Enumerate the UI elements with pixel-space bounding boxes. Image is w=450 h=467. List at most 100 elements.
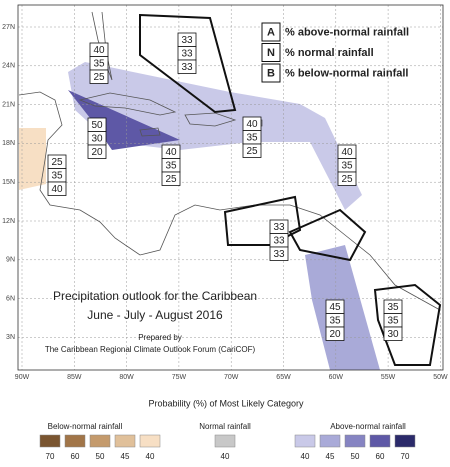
lat-label: 27N bbox=[2, 24, 15, 31]
legend-level: 40 bbox=[221, 452, 230, 461]
lat-label: 6N bbox=[6, 295, 15, 302]
lon-label: 85W bbox=[67, 374, 82, 381]
prob-value: 50 bbox=[91, 120, 103, 131]
lon-label: 65W bbox=[276, 374, 291, 381]
key-box bbox=[261, 22, 281, 42]
legend-swatch bbox=[114, 434, 136, 448]
legend-swatch bbox=[394, 434, 416, 448]
credit: Prepared by bbox=[138, 333, 182, 342]
legend-group-name: Above-normal rainfall bbox=[330, 422, 406, 431]
legend-swatch bbox=[319, 434, 341, 448]
lon-label: 55W bbox=[381, 374, 396, 381]
key-text: % above-normal rainfall bbox=[285, 26, 409, 38]
coastline bbox=[184, 112, 237, 127]
lat-label: 3N bbox=[6, 334, 15, 341]
prob-cell bbox=[325, 326, 345, 341]
coastline bbox=[139, 127, 161, 137]
lat-label: 12N bbox=[2, 218, 15, 225]
legend-swatch bbox=[64, 434, 86, 448]
legend-level: 60 bbox=[376, 452, 385, 461]
legend-swatch bbox=[139, 434, 161, 448]
legend-level: 60 bbox=[71, 452, 80, 461]
prob-value: 33 bbox=[273, 249, 285, 260]
legend-swatch bbox=[39, 434, 61, 448]
map-frame bbox=[17, 4, 444, 371]
lat-label: 15N bbox=[2, 179, 15, 186]
coastlines bbox=[18, 11, 441, 311]
key-box bbox=[261, 43, 281, 62]
key-text: % normal rainfall bbox=[285, 47, 374, 59]
lon-label: 60W bbox=[329, 374, 344, 381]
legend-level: 45 bbox=[326, 452, 335, 461]
prob-value: 30 bbox=[91, 134, 103, 145]
lat-label: 24N bbox=[2, 63, 15, 70]
prob-cell bbox=[161, 171, 181, 186]
legend-level: 45 bbox=[121, 452, 130, 461]
prob-value: 25 bbox=[165, 174, 177, 185]
prob-value: 35 bbox=[329, 316, 341, 327]
coastline bbox=[78, 92, 177, 116]
key-letter: A bbox=[267, 26, 275, 38]
legend-level: 40 bbox=[146, 452, 155, 461]
prob-value: 40 bbox=[341, 147, 353, 158]
legend-level: 40 bbox=[301, 452, 310, 461]
prob-cell bbox=[89, 69, 109, 84]
prob-value: 33 bbox=[181, 35, 193, 46]
prob-value: 33 bbox=[273, 236, 285, 247]
prob-value: 40 bbox=[165, 147, 177, 158]
legend-level: 70 bbox=[401, 452, 410, 461]
legend-swatch bbox=[89, 434, 111, 448]
prob-cell bbox=[87, 144, 107, 159]
map-title: Precipitation outlook for the Caribbean bbox=[53, 289, 257, 303]
prob-cell bbox=[242, 143, 262, 158]
map-subtitle: June - July - August 2016 bbox=[87, 308, 223, 322]
key-box bbox=[261, 63, 281, 83]
credit: The Caribbean Regional Climate Outlook F… bbox=[45, 345, 256, 354]
region-outline bbox=[139, 13, 237, 114]
legend-swatch bbox=[344, 434, 366, 448]
prob-value: 25 bbox=[341, 174, 353, 185]
lat-label: 18N bbox=[2, 140, 15, 147]
key-letter: N bbox=[267, 47, 275, 59]
coastline bbox=[18, 91, 441, 311]
region-outline bbox=[373, 283, 442, 366]
legend-level: 50 bbox=[351, 452, 360, 461]
legend-group-name: Below-normal rainfall bbox=[48, 422, 123, 431]
prob-value: 35 bbox=[246, 133, 258, 144]
prob-value: 20 bbox=[329, 329, 341, 340]
above-normal-region bbox=[68, 62, 362, 210]
prob-value: 35 bbox=[93, 59, 105, 70]
legend-swatch bbox=[369, 434, 391, 448]
prob-cell bbox=[177, 59, 197, 74]
prob-value: 40 bbox=[93, 45, 105, 56]
prob-value: 20 bbox=[91, 147, 103, 158]
prob-value: 35 bbox=[387, 302, 399, 313]
prob-value: 45 bbox=[329, 302, 341, 313]
prob-value: 25 bbox=[246, 146, 258, 157]
prob-cell bbox=[383, 326, 403, 341]
grid bbox=[18, 5, 443, 370]
prob-cell bbox=[269, 246, 289, 261]
legend-swatch bbox=[294, 434, 316, 448]
lon-label: 75W bbox=[172, 374, 187, 381]
legend-swatch bbox=[214, 434, 236, 448]
prob-value: 33 bbox=[181, 62, 193, 73]
labels: 27N 24N 21N 18N 15N 12N 9N 6N 3N 90W 85W 80W 75W 70W 6… bbox=[2, 22, 448, 461]
above-normal-region bbox=[68, 90, 180, 150]
key-letter: B bbox=[267, 67, 275, 79]
prob-value: 35 bbox=[51, 171, 63, 182]
prob-value: 33 bbox=[181, 49, 193, 60]
legend-level: 50 bbox=[96, 452, 105, 461]
prob-value: 35 bbox=[165, 161, 177, 172]
legend-level: 70 bbox=[46, 452, 55, 461]
prob-cell bbox=[47, 181, 67, 196]
prob-value: 33 bbox=[273, 222, 285, 233]
prob-value: 25 bbox=[51, 157, 63, 168]
prob-cell bbox=[337, 171, 357, 186]
legend-title: Probability (%) of Most Likely Category bbox=[148, 398, 304, 408]
lon-label: 90W bbox=[15, 374, 30, 381]
prob-value: 30 bbox=[387, 329, 399, 340]
prob-value: 35 bbox=[387, 316, 399, 327]
lon-label: 50W bbox=[433, 374, 448, 381]
